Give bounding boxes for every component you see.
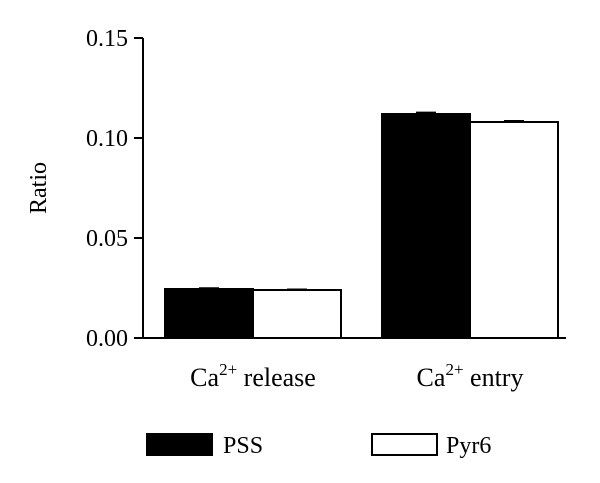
legend-swatch-pss [146,433,213,456]
y-axis: 0.00 0.05 0.10 0.15 Ratio [26,26,144,352]
legend-swatch-pyr6 [371,433,438,456]
y-axis-label: Ratio [26,162,52,214]
category-label-superscript: 2+ [445,360,463,379]
category-label-rest: release [237,363,316,392]
category-label-rest: entry [464,363,524,392]
category-label-base: Ca [190,363,219,392]
legend: PSS Pyr6 [146,433,491,459]
legend-label-pyr6: Pyr6 [446,433,491,459]
x-axis: Ca2+ release Ca2+ entry [143,337,566,392]
x-category-label: Ca2+ entry [417,360,524,392]
y-tick-label: 0.10 [86,126,128,152]
legend-label-pss: PSS [223,433,263,459]
bars [164,111,559,339]
y-tick-label: 0.00 [86,326,128,352]
y-tick-label: 0.15 [86,26,128,52]
bar-pyr6-0 [252,289,342,339]
x-category-label: Ca2+ release [190,360,316,392]
category-label-base: Ca [417,363,446,392]
bar-pss-1 [381,113,471,339]
y-tick-label: 0.05 [86,226,128,252]
bar-pss-0 [164,288,254,339]
bar-pyr6-1 [469,121,559,339]
category-label-superscript: 2+ [219,360,237,379]
